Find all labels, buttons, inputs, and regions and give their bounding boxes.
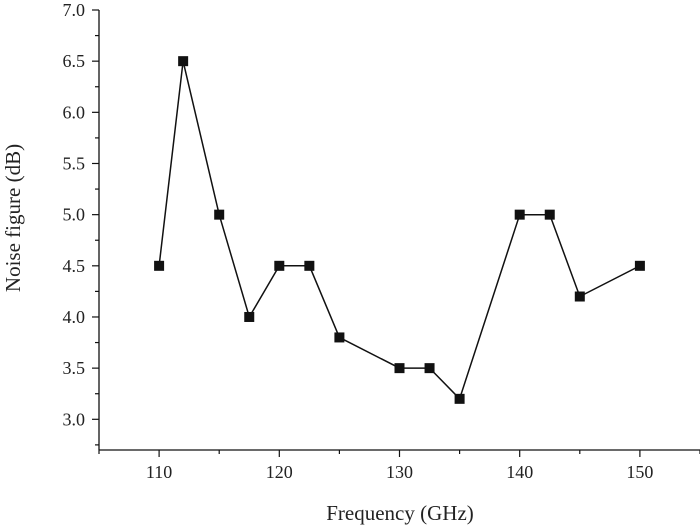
y-tick-label: 3.0 — [63, 409, 86, 429]
series-layer — [154, 56, 645, 404]
y-tick-label: 4.0 — [63, 307, 86, 327]
data-point — [424, 363, 435, 374]
data-point — [244, 311, 255, 322]
y-tick-label: 5.0 — [63, 205, 86, 225]
x-tick-label: 110 — [146, 462, 172, 482]
x-tick-label: 140 — [506, 462, 533, 482]
y-axis-label: Noise figure (dB) — [1, 144, 25, 292]
data-point — [334, 332, 345, 343]
y-tick-label: 5.5 — [63, 153, 86, 173]
data-point — [214, 209, 225, 220]
y-tick-label: 6.0 — [63, 102, 86, 122]
data-point — [304, 260, 315, 271]
data-point — [394, 363, 405, 374]
x-tick-label: 150 — [626, 462, 653, 482]
data-point — [574, 291, 585, 302]
data-point — [634, 260, 645, 271]
data-point — [544, 209, 555, 220]
y-tick-label: 4.5 — [63, 256, 86, 276]
data-point — [514, 209, 525, 220]
data-point — [454, 393, 465, 404]
data-point — [154, 260, 165, 271]
x-tick-label: 120 — [266, 462, 293, 482]
x-axis-label: Frequency (GHz) — [326, 501, 474, 525]
x-tick-label: 130 — [386, 462, 413, 482]
y-tick-label: 6.5 — [63, 51, 86, 71]
series-line — [158, 61, 641, 401]
data-point — [274, 260, 285, 271]
y-tick-label: 3.5 — [63, 358, 86, 378]
y-tick-label: 7.0 — [63, 0, 86, 20]
axes: 110 120 130 140 150 3.0 3.5 4.0 4.5 5.0 5.5 6.0 6.5 7… — [63, 0, 700, 482]
data-point — [178, 56, 189, 67]
